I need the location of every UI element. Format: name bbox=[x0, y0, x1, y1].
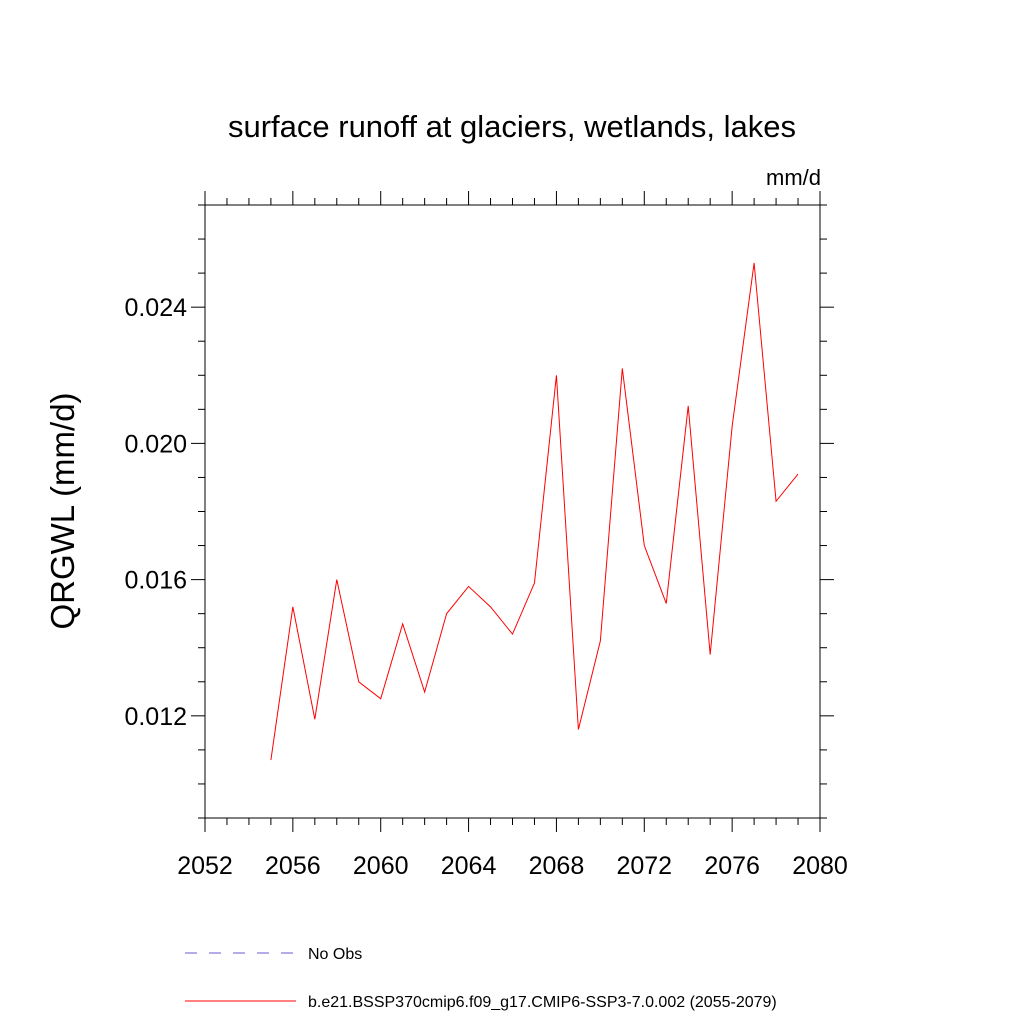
x-tick-label: 2056 bbox=[265, 852, 321, 880]
plot-frame bbox=[204, 204, 821, 819]
axis-ticks bbox=[191, 191, 834, 832]
y-tick-label: 0.012 bbox=[124, 703, 187, 731]
series-line bbox=[270, 262, 799, 761]
legend-label: b.e21.BSSP370cmip6.f09_g17.CMIP6-SSP3-7.… bbox=[308, 994, 777, 1011]
legend-label: No Obs bbox=[308, 946, 362, 963]
units-label: mm/d bbox=[766, 165, 821, 190]
x-tick-label: 2052 bbox=[177, 852, 233, 880]
x-tick-label: 2076 bbox=[704, 852, 760, 880]
chart-title: surface runoff at glaciers, wetlands, la… bbox=[228, 109, 796, 144]
x-tick-label: 2068 bbox=[529, 852, 585, 880]
y-tick-label: 0.024 bbox=[124, 294, 187, 322]
y-tick-label: 0.016 bbox=[124, 567, 187, 595]
x-tick-label: 2064 bbox=[441, 852, 497, 880]
x-tick-label: 2072 bbox=[616, 852, 672, 880]
legend: No Obs b.e21.BSSP370cmip6.f09_g17.CMIP6-S… bbox=[185, 946, 777, 1011]
axis-tick-labels: 2052 2056 2060 2064 2068 2072 2076 2080 0.012 0.0… bbox=[124, 294, 847, 880]
y-tick-label: 0.020 bbox=[124, 430, 187, 458]
series-lines bbox=[270, 262, 799, 761]
x-tick-label: 2060 bbox=[353, 852, 409, 880]
y-axis-label: QRGWL (mm/d) bbox=[44, 392, 81, 629]
x-tick-label: 2080 bbox=[792, 852, 848, 880]
